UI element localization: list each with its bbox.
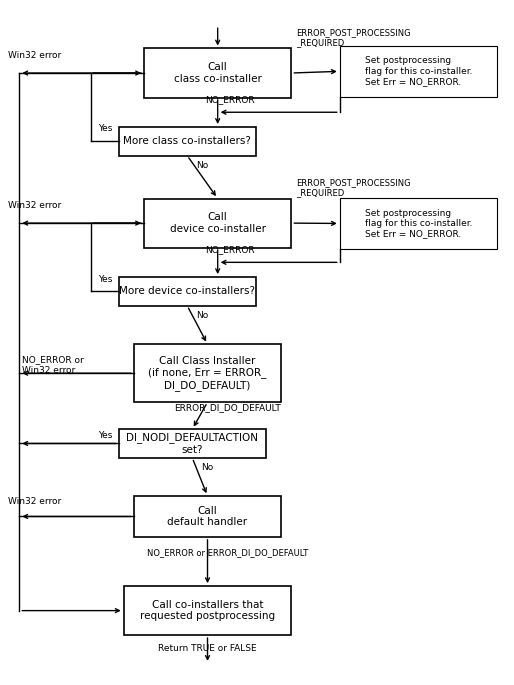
FancyBboxPatch shape [119, 127, 256, 155]
Text: No: No [196, 161, 209, 170]
Text: Return TRUE or FALSE: Return TRUE or FALSE [158, 644, 257, 653]
Text: Yes: Yes [98, 275, 113, 284]
Text: No: No [196, 311, 209, 320]
Text: NO_ERROR: NO_ERROR [206, 245, 255, 254]
Text: ERROR_POST_PROCESSING
_REQUIRED: ERROR_POST_PROCESSING _REQUIRED [297, 27, 411, 47]
Text: DI_NODI_DEFAULTACTION
set?: DI_NODI_DEFAULTACTION set? [126, 432, 258, 455]
Text: Call Class Installer
(if none, Err = ERROR_
DI_DO_DEFAULT): Call Class Installer (if none, Err = ERR… [149, 356, 267, 390]
Text: Call
device co-installer: Call device co-installer [170, 212, 266, 234]
Text: Win32 error: Win32 error [8, 497, 61, 506]
FancyBboxPatch shape [123, 586, 291, 635]
Text: NO_ERROR: NO_ERROR [206, 95, 255, 104]
Text: Call co-installers that
requested postprocessing: Call co-installers that requested postpr… [140, 600, 275, 621]
Text: Call
default handler: Call default handler [168, 506, 248, 527]
Text: NO_ERROR or ERROR_DI_DO_DEFAULT: NO_ERROR or ERROR_DI_DO_DEFAULT [147, 549, 308, 558]
Text: ERROR_POST_PROCESSING
_REQUIRED: ERROR_POST_PROCESSING _REQUIRED [297, 178, 411, 197]
Text: More device co-installers?: More device co-installers? [119, 286, 255, 297]
FancyBboxPatch shape [119, 277, 256, 306]
FancyBboxPatch shape [119, 429, 266, 458]
FancyBboxPatch shape [144, 49, 291, 97]
Text: Yes: Yes [98, 431, 113, 440]
Text: ERROR_DI_DO_DEFAULT: ERROR_DI_DO_DEFAULT [174, 403, 281, 412]
Text: More class co-installers?: More class co-installers? [123, 136, 251, 146]
Text: NO_ERROR or
Win32 error: NO_ERROR or Win32 error [22, 356, 84, 375]
Text: Yes: Yes [98, 125, 113, 134]
Text: No: No [201, 463, 214, 472]
FancyBboxPatch shape [340, 46, 498, 97]
Text: Set postprocessing
flag for this co-installer.
Set Err = NO_ERROR.: Set postprocessing flag for this co-inst… [365, 56, 472, 86]
Text: Set postprocessing
flag for this co-installer.
Set Err = NO_ERROR.: Set postprocessing flag for this co-inst… [365, 208, 472, 238]
Text: Win32 error: Win32 error [8, 201, 61, 210]
Text: Call
class co-installer: Call class co-installer [174, 62, 262, 84]
FancyBboxPatch shape [144, 199, 291, 248]
FancyBboxPatch shape [134, 496, 281, 537]
Text: Win32 error: Win32 error [8, 51, 61, 60]
FancyBboxPatch shape [340, 198, 498, 249]
FancyBboxPatch shape [134, 344, 281, 402]
